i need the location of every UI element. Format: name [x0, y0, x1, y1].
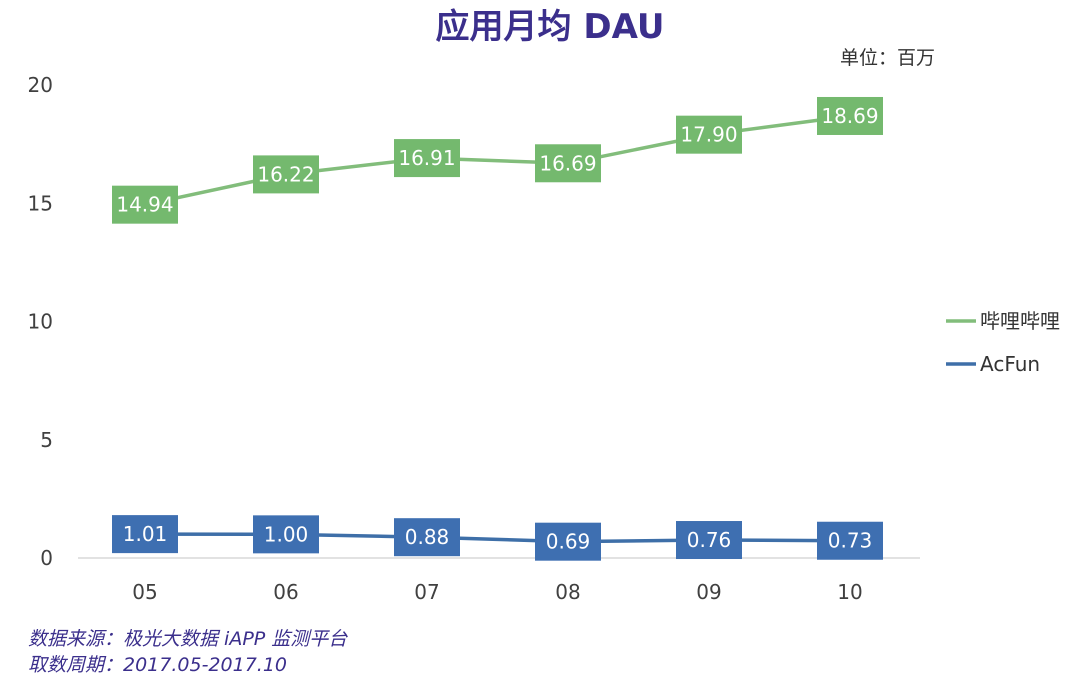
y-tick-label: 20 [28, 73, 53, 97]
y-tick-label: 10 [28, 310, 53, 334]
data-label-box [112, 185, 178, 224]
source-note: 数据来源：极光大数据 iAPP 监测平台 [28, 628, 348, 650]
chart-title: 应用月均 DAU [436, 7, 665, 47]
x-tick-label: 08 [555, 580, 580, 604]
data-label-box [394, 139, 460, 178]
period-note: 取数周期：2017.05-2017.10 [28, 654, 287, 676]
legend-label: AcFun [980, 352, 1040, 376]
x-axis-ticks: 05 06 07 08 09 10 [132, 580, 862, 604]
data-label-box [535, 522, 601, 561]
y-axis-ticks: 0 5 10 15 20 [28, 73, 53, 570]
x-tick-label: 07 [414, 580, 439, 604]
y-tick-label: 15 [28, 191, 53, 215]
data-label: 1.00 [264, 522, 309, 546]
data-label: 16.91 [398, 146, 455, 170]
data-label-box [253, 515, 319, 554]
data-label: 0.76 [687, 528, 732, 552]
data-label: 18.69 [821, 104, 878, 128]
data-label: 0.69 [546, 530, 591, 554]
x-tick-label: 06 [273, 580, 298, 604]
data-label-box [817, 521, 883, 560]
legend-label: 哔哩哔哩 [980, 309, 1060, 333]
data-label: 17.90 [680, 123, 737, 147]
x-tick-label: 05 [132, 580, 157, 604]
data-label-box [253, 155, 319, 194]
x-tick-label: 09 [696, 580, 721, 604]
data-label: 16.22 [257, 162, 314, 186]
data-label-box [676, 521, 742, 560]
data-label: 0.73 [828, 529, 873, 553]
data-label-box [535, 144, 601, 183]
data-label: 0.88 [405, 525, 450, 549]
data-label: 14.94 [116, 193, 173, 217]
data-label-box [817, 96, 883, 135]
data-label-box [112, 515, 178, 554]
series-line-1 [144, 532, 851, 544]
data-label: 1.01 [123, 522, 168, 546]
x-tick-label: 10 [837, 580, 862, 604]
legend: 哔哩哔哩 AcFun [946, 309, 1060, 376]
data-label: 16.69 [539, 151, 596, 175]
series-layer: 14.94 16.22 16.91 16.69 17.90 18.69 1.01 1.00 0.… [112, 96, 883, 561]
series-line-0 [144, 114, 851, 207]
y-tick-label: 5 [40, 428, 53, 452]
unit-label: 单位：百万 [840, 47, 935, 69]
data-label-box [676, 115, 742, 154]
data-label-box [394, 518, 460, 557]
y-tick-label: 0 [40, 546, 53, 570]
